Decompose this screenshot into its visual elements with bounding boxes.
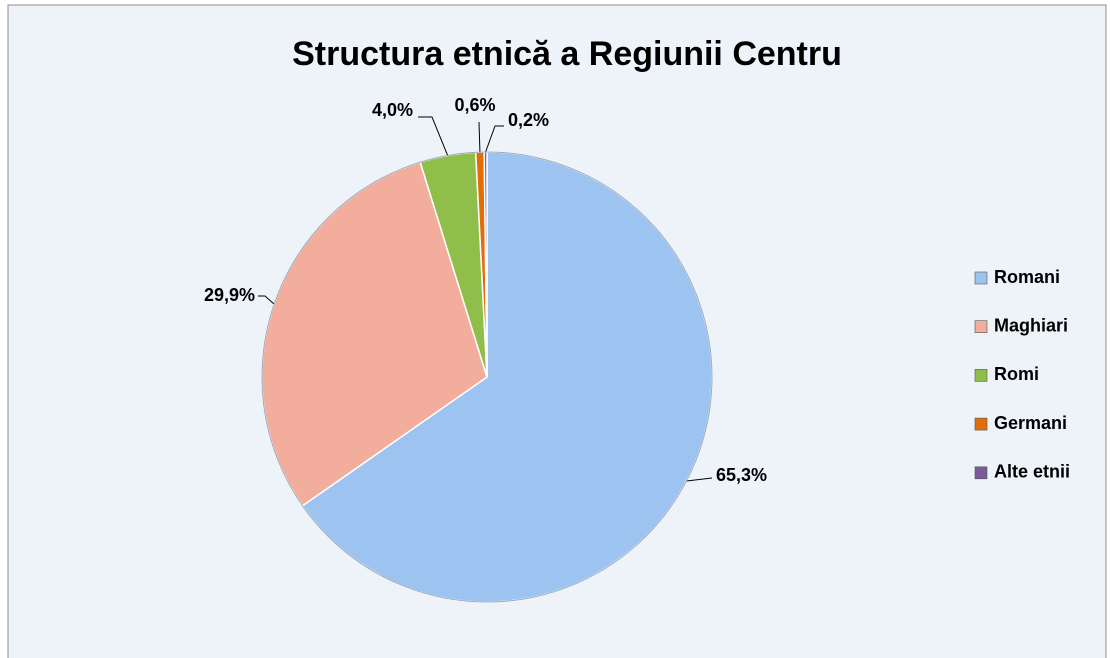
data-label: 0,6%	[454, 95, 495, 115]
leader-line	[258, 295, 275, 305]
leader-line	[686, 477, 713, 482]
legend-label: Romani	[994, 267, 1060, 287]
data-label: 0,2%	[508, 110, 549, 130]
legend-label: Germani	[994, 413, 1067, 433]
data-label: 4,0%	[372, 100, 413, 120]
leader-line	[478, 121, 481, 153]
legend-label: Romi	[994, 364, 1039, 384]
legend-swatch	[974, 417, 988, 431]
legend-swatch	[974, 320, 988, 334]
legend-swatch	[974, 271, 988, 285]
leader-line	[485, 125, 504, 153]
pie-outline	[261, 151, 713, 603]
legend-swatch	[974, 369, 988, 382]
leader-line	[418, 116, 449, 156]
legend-label: Maghiari	[994, 315, 1068, 335]
data-label: 29,9%	[204, 285, 255, 305]
data-label: 65,3%	[716, 465, 767, 485]
legend-label: Alte etnii	[994, 462, 1070, 482]
chart-title: Structura etnică a Regiunii Centru	[292, 35, 842, 73]
legend-swatch	[974, 466, 988, 480]
